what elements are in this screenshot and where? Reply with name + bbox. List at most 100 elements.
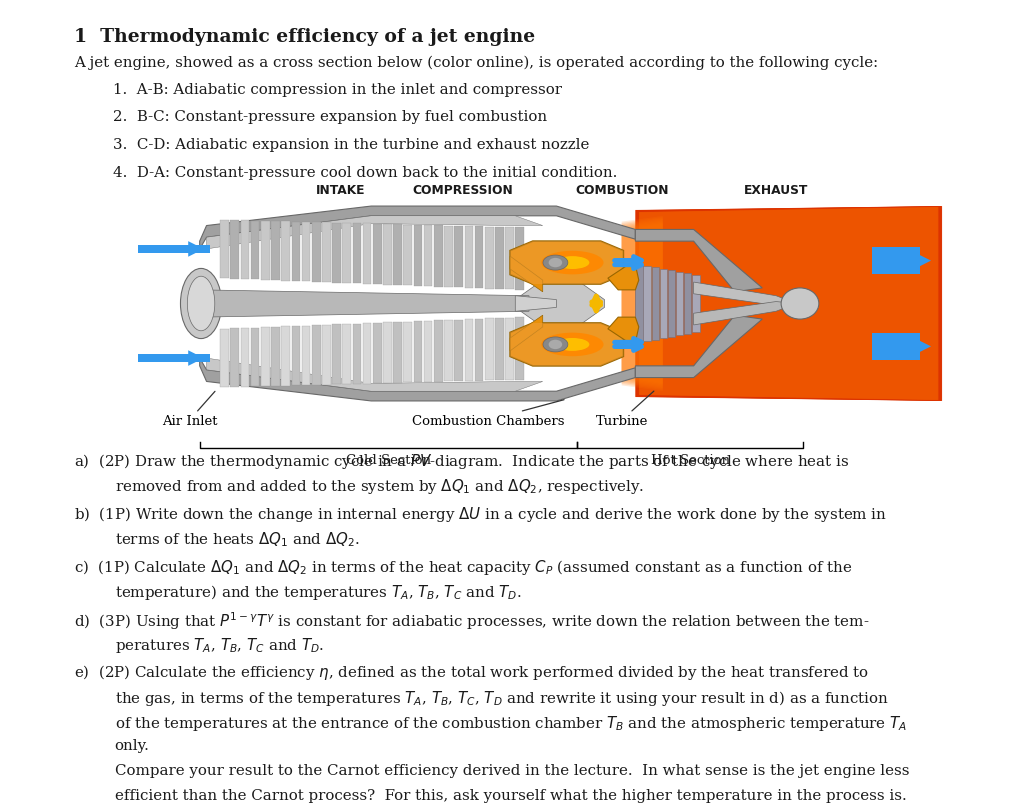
Polygon shape bbox=[515, 296, 556, 312]
Polygon shape bbox=[332, 325, 341, 385]
Polygon shape bbox=[465, 320, 473, 381]
Polygon shape bbox=[200, 207, 635, 250]
Polygon shape bbox=[251, 328, 259, 387]
Polygon shape bbox=[220, 221, 229, 279]
FancyArrowPatch shape bbox=[592, 297, 601, 309]
Polygon shape bbox=[622, 217, 663, 392]
Ellipse shape bbox=[542, 251, 603, 275]
Polygon shape bbox=[434, 226, 442, 287]
Ellipse shape bbox=[549, 259, 562, 268]
Polygon shape bbox=[642, 208, 935, 400]
Ellipse shape bbox=[543, 337, 568, 353]
Polygon shape bbox=[641, 208, 936, 400]
Polygon shape bbox=[271, 221, 280, 281]
Polygon shape bbox=[403, 225, 412, 286]
Polygon shape bbox=[622, 222, 663, 386]
Polygon shape bbox=[510, 324, 624, 367]
Polygon shape bbox=[510, 324, 624, 367]
Polygon shape bbox=[638, 208, 940, 401]
Bar bbox=[692, 276, 699, 333]
Polygon shape bbox=[230, 329, 239, 388]
Text: only.: only. bbox=[115, 738, 150, 752]
FancyArrowPatch shape bbox=[614, 257, 641, 265]
Polygon shape bbox=[515, 318, 524, 380]
Polygon shape bbox=[622, 225, 663, 384]
Bar bbox=[635, 265, 642, 343]
Text: a)  (2P) Draw the thermodynamic cycle in a $PV$-diagram.  Indicate the parts of : a) (2P) Draw the thermodynamic cycle in … bbox=[74, 452, 849, 470]
Text: the gas, in terms of the temperatures $T_A$, $T_B$, $T_C$, $T_D$ and rewrite it : the gas, in terms of the temperatures $T… bbox=[115, 688, 889, 706]
Polygon shape bbox=[515, 277, 604, 332]
Bar bbox=[659, 269, 667, 339]
Text: 2.  B-C: Constant-pressure expansion by fuel combustion: 2. B-C: Constant-pressure expansion by f… bbox=[113, 110, 547, 124]
Polygon shape bbox=[393, 323, 401, 384]
Polygon shape bbox=[200, 358, 635, 401]
Polygon shape bbox=[636, 207, 942, 401]
Polygon shape bbox=[200, 290, 529, 318]
Bar bbox=[684, 274, 691, 334]
Polygon shape bbox=[241, 221, 249, 280]
Polygon shape bbox=[635, 207, 942, 401]
Polygon shape bbox=[251, 221, 259, 280]
Polygon shape bbox=[241, 328, 249, 388]
Text: of the temperatures at the entrance of the combustion chamber $T_B$ and the atmo: of the temperatures at the entrance of t… bbox=[115, 713, 907, 732]
Polygon shape bbox=[515, 228, 524, 290]
Polygon shape bbox=[639, 208, 938, 401]
Polygon shape bbox=[475, 227, 483, 289]
Polygon shape bbox=[282, 327, 290, 386]
Polygon shape bbox=[622, 219, 663, 389]
Polygon shape bbox=[455, 226, 463, 288]
Polygon shape bbox=[640, 208, 938, 400]
Polygon shape bbox=[622, 217, 663, 391]
Bar bbox=[643, 267, 650, 341]
Polygon shape bbox=[373, 225, 382, 285]
Polygon shape bbox=[495, 319, 504, 380]
Text: efficient than the Carnot process?  For this, ask yourself what the higher tempe: efficient than the Carnot process? For t… bbox=[115, 788, 906, 802]
Text: d)  (3P) Using that $P^{1-\gamma}T^{\gamma}$ is constant for adiabatic processes: d) (3P) Using that $P^{1-\gamma}T^{\gamm… bbox=[74, 610, 869, 632]
Polygon shape bbox=[444, 226, 453, 288]
Polygon shape bbox=[207, 217, 543, 250]
Text: terms of the heats $\Delta Q_1$ and $\Delta Q_2$.: terms of the heats $\Delta Q_1$ and $\De… bbox=[115, 530, 359, 548]
Text: Combustion Chambers: Combustion Chambers bbox=[412, 400, 564, 427]
Polygon shape bbox=[271, 328, 280, 387]
Polygon shape bbox=[505, 228, 514, 290]
Text: A jet engine, showed as a cross section below (color online), is operated accord: A jet engine, showed as a cross section … bbox=[74, 55, 878, 70]
Ellipse shape bbox=[555, 338, 590, 351]
Polygon shape bbox=[322, 223, 331, 283]
Polygon shape bbox=[872, 333, 920, 361]
Polygon shape bbox=[484, 319, 494, 381]
Polygon shape bbox=[510, 242, 624, 285]
Polygon shape bbox=[484, 227, 494, 290]
Text: Air Inlet: Air Inlet bbox=[162, 392, 217, 427]
Polygon shape bbox=[352, 324, 361, 384]
Polygon shape bbox=[261, 221, 269, 281]
Polygon shape bbox=[138, 246, 210, 254]
Polygon shape bbox=[282, 222, 290, 281]
Ellipse shape bbox=[542, 333, 603, 357]
Polygon shape bbox=[424, 225, 432, 287]
Text: 3.  C-D: Adiabatic expansion in the turbine and exhaust nozzle: 3. C-D: Adiabatic expansion in the turbi… bbox=[113, 138, 589, 152]
Polygon shape bbox=[403, 322, 412, 383]
Polygon shape bbox=[635, 230, 762, 293]
Polygon shape bbox=[608, 265, 639, 290]
Text: e)  (2P) Calculate the efficiency $\eta$, defined as the total work performed di: e) (2P) Calculate the efficiency $\eta$,… bbox=[74, 663, 868, 681]
Polygon shape bbox=[636, 207, 941, 401]
FancyArrowPatch shape bbox=[614, 343, 641, 351]
FancyArrowPatch shape bbox=[614, 339, 641, 347]
Polygon shape bbox=[362, 224, 372, 285]
Polygon shape bbox=[332, 223, 341, 283]
Polygon shape bbox=[292, 327, 300, 386]
Polygon shape bbox=[393, 225, 401, 285]
Polygon shape bbox=[292, 222, 300, 281]
Polygon shape bbox=[352, 224, 361, 284]
Polygon shape bbox=[230, 221, 239, 279]
Polygon shape bbox=[510, 257, 543, 293]
Ellipse shape bbox=[187, 277, 215, 332]
Polygon shape bbox=[312, 223, 321, 282]
Polygon shape bbox=[342, 324, 351, 384]
Bar bbox=[676, 272, 683, 336]
Polygon shape bbox=[220, 329, 229, 388]
Text: Compare your result to the Carnot efficiency derived in the lecture.  In what se: Compare your result to the Carnot effici… bbox=[115, 763, 909, 777]
Polygon shape bbox=[693, 283, 797, 306]
Polygon shape bbox=[302, 222, 310, 282]
Polygon shape bbox=[872, 247, 920, 275]
